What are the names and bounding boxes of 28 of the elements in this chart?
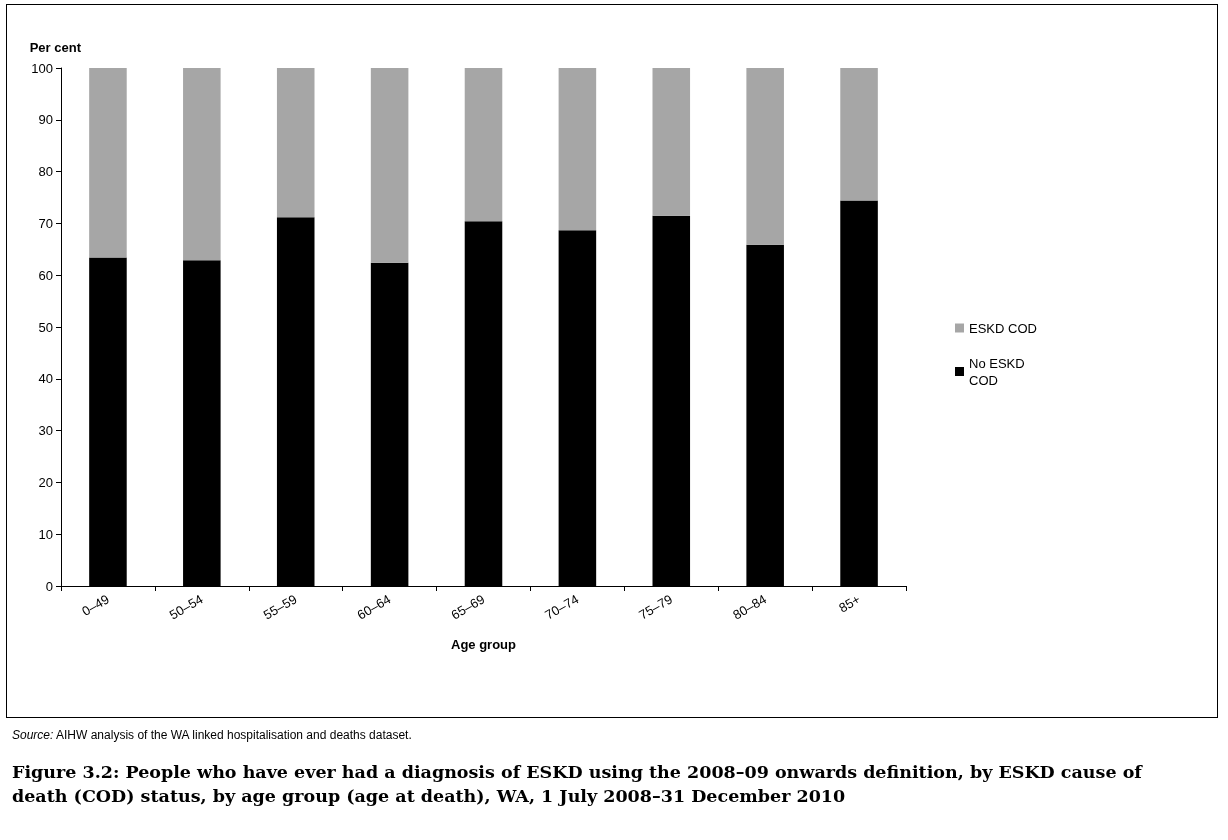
bar [464, 68, 503, 222]
y-axis-title: Per cent [29, 40, 82, 55]
legend-label: ESKD COD [969, 320, 1037, 336]
legend-label: No ESKD COD [969, 355, 1029, 388]
x-axis-title: Age group [451, 637, 517, 652]
bar [840, 68, 878, 201]
y-tick-label: 90 [38, 112, 53, 128]
bar [652, 68, 691, 216]
y-tick-label: 100 [31, 60, 53, 76]
x-tick-label: 0–49 [79, 591, 112, 619]
bar [89, 68, 127, 258]
text: Figure 3.2: People who have ever had a diagnosis of ESKD using the 2008–09 onwards definition, by ESKD cause of death (COD) status, by age group (age at death), WA, 1 July 2008–31 December 2010 [12, 761, 1144, 808]
bar [746, 68, 784, 245]
x-tick-label: 85+ [836, 591, 863, 616]
y-tick-label: 60 [38, 267, 53, 283]
bar [370, 68, 409, 263]
y-tick-label: 10 [38, 526, 53, 542]
y-tick-label: 0 [45, 578, 53, 594]
y-tick-label: 30 [38, 423, 53, 439]
y-tick-label: 80 [38, 164, 53, 180]
y-tick-label: 20 [38, 474, 53, 490]
bar [558, 68, 597, 231]
y-tick-label: 70 [38, 215, 53, 231]
bar [183, 68, 221, 261]
y-tick-label: 40 [38, 371, 53, 387]
bar [276, 68, 315, 218]
source-note: Source: AIHW analysis of the WA linked hospitalisation and deaths dataset. [12, 728, 412, 742]
y-tick-label: 50 [38, 319, 53, 335]
